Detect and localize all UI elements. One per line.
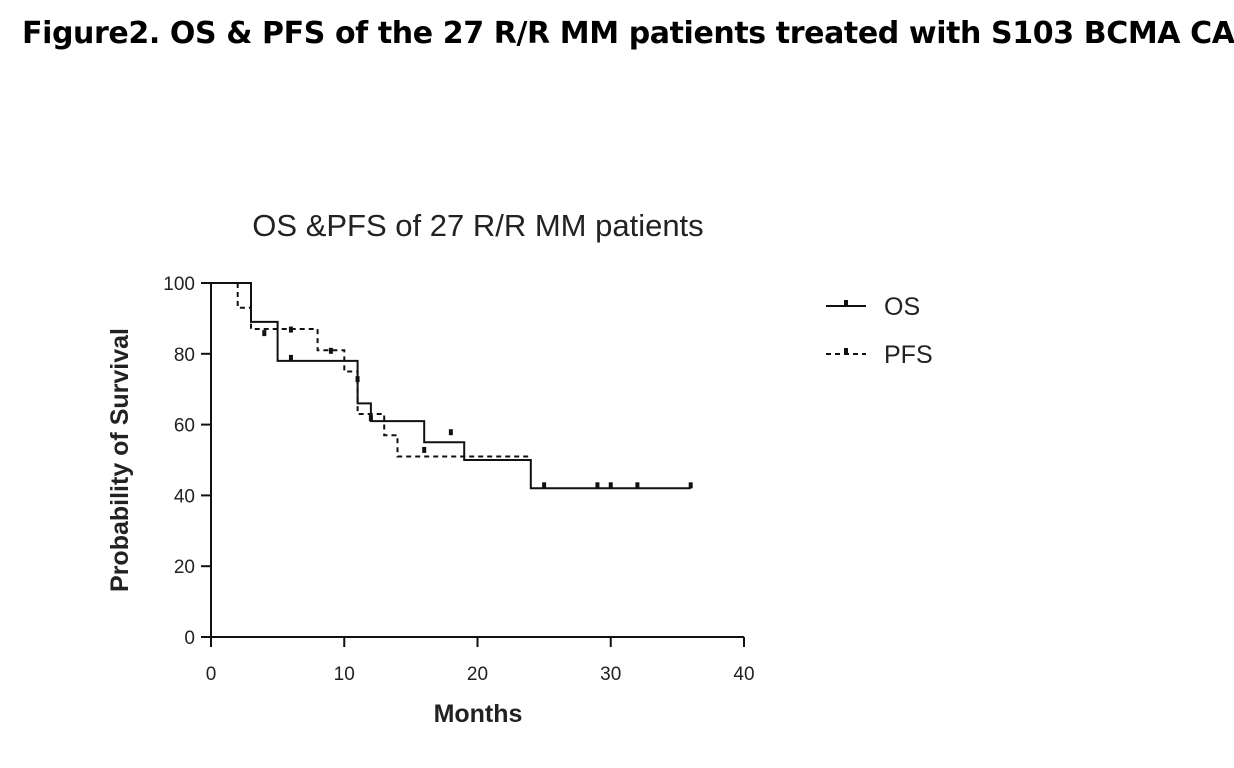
axes: 0 20 40 60 80 100 0 10 20 30 40 <box>163 274 754 685</box>
os-censor-mark <box>688 482 693 489</box>
os-censor-mark <box>288 354 293 361</box>
x-axis-label: Months <box>434 700 523 728</box>
pfs-censor-mark <box>328 347 333 354</box>
y-tick-label: 20 <box>174 557 195 578</box>
os-censor-mark <box>635 482 640 489</box>
series-os <box>211 282 693 490</box>
legend: OS PFS <box>826 293 933 369</box>
chart-title: OS &PFS of 27 R/R MM patients <box>252 208 703 243</box>
series-layer <box>211 282 693 490</box>
x-tick-label: 10 <box>334 664 355 685</box>
y-tick-label: 60 <box>174 416 195 437</box>
series-pfs <box>236 283 531 458</box>
legend-label-os: OS <box>884 293 920 321</box>
y-tick-label: 0 <box>184 628 195 649</box>
legend-label-pfs: PFS <box>884 341 933 369</box>
x-tick-label: 0 <box>206 664 217 685</box>
y-tick-label: 40 <box>174 486 195 507</box>
os-censor-mark <box>542 482 547 489</box>
pfs-censor-mark <box>422 446 427 453</box>
legend-marker-os <box>844 300 848 306</box>
x-tick-label: 30 <box>600 664 621 685</box>
os-step-line <box>211 282 691 490</box>
pfs-censor-mark <box>448 429 453 436</box>
x-tick-label: 40 <box>733 664 754 685</box>
y-axis-label: Probability of Survival <box>106 328 134 592</box>
pfs-censor-mark <box>368 415 373 422</box>
legend-item-os: OS <box>826 293 920 321</box>
figure-caption: Figure2. OS & PFS of the 27 R/R MM patie… <box>22 16 1234 51</box>
pfs-censor-mark <box>288 326 293 333</box>
y-tick-label: 80 <box>174 345 195 366</box>
os-censor-mark <box>595 482 600 489</box>
pfs-censor-mark <box>262 330 267 337</box>
y-tick-label: 100 <box>163 274 195 295</box>
legend-marker-pfs <box>844 348 848 354</box>
x-tick-label: 20 <box>467 664 488 685</box>
pfs-step-line <box>236 283 531 458</box>
legend-item-pfs: PFS <box>826 341 933 369</box>
os-censor-mark <box>608 482 613 489</box>
